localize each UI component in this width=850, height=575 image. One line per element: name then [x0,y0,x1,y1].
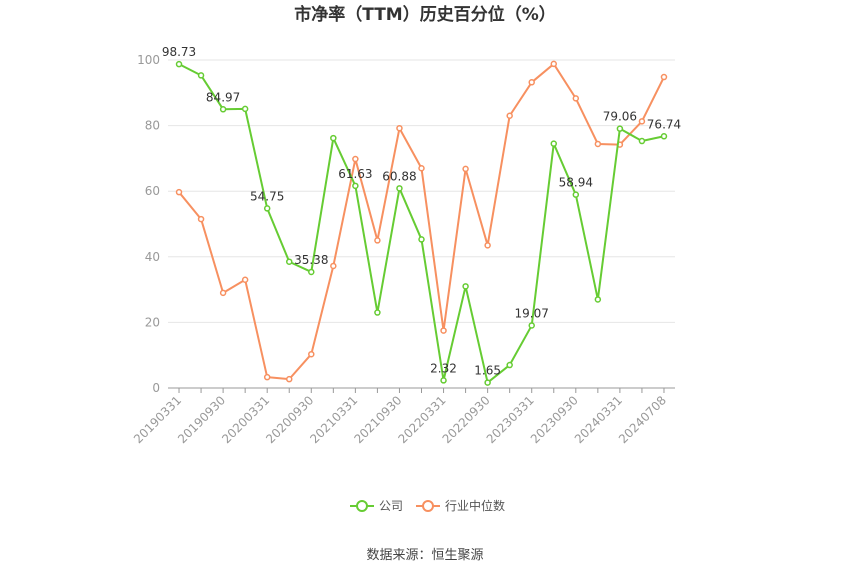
data-point [285,375,293,383]
data-point [263,205,271,212]
data-labels: 98.73 84.97 54.75 35.38 61.63 60.88 2.32 1.65 19… [162,45,681,377]
series-line [178,62,665,381]
data-point [418,164,425,172]
legend-marker [356,500,368,512]
data-point [396,185,403,192]
data-point [572,191,580,198]
data-label: 2.32 [430,361,457,375]
data-point [572,95,580,102]
data-point [440,377,447,384]
data-point [550,60,558,68]
data-point [330,134,337,142]
data-point [638,118,646,125]
y-axis: 0 20 40 60 80 100 [137,53,160,395]
legend-item-company[interactable]: 公司 [350,499,403,513]
data-label: 79.06 [603,110,637,124]
data-point [594,296,602,303]
data-point [308,350,315,358]
data-point [241,105,249,113]
data-point [374,309,381,316]
data-point [219,106,227,113]
legend-label: 行业中位数 [445,498,505,513]
data-point [418,236,425,243]
x-axis: 2019033120190930202003312020093020210331… [131,387,675,446]
data-label: 58.94 [559,176,593,190]
data-point [638,137,646,145]
data-point [330,262,337,270]
data-point [660,73,668,81]
series-line [178,63,665,384]
data-point [285,258,293,265]
data-label: 84.97 [206,90,240,104]
chart-title: 市净率（TTM）历史百分位（%） [294,4,556,25]
series-industry-median [175,60,668,383]
data-point [396,124,403,132]
data-point [352,182,359,190]
data-point [352,155,359,163]
legend-label: 公司 [379,499,403,513]
y-tick-label: 60 [145,184,160,198]
y-tick-label: 20 [145,315,160,329]
data-point [484,242,491,249]
data-label: 19.07 [515,306,549,320]
data-point [219,289,227,297]
data-point [175,188,183,196]
data-label: 76.74 [647,117,681,131]
data-label: 61.63 [338,167,372,181]
data-point [440,327,447,334]
legend-marker [422,500,434,512]
data-point [550,140,558,147]
y-tick-label: 100 [137,53,160,67]
legend-item-industry-median[interactable]: 行业中位数 [416,498,505,513]
series-company [175,60,668,386]
data-point [175,60,183,68]
data-label: 98.73 [162,45,196,59]
legend[interactable]: 公司 行业中位数 [350,498,505,513]
data-point [308,268,315,276]
data-point [197,72,205,79]
data-point [241,276,249,284]
y-tick-label: 80 [145,119,160,133]
data-label: 60.88 [382,169,416,183]
y-tick-label: 40 [145,250,160,264]
data-point [263,373,271,381]
grid [168,59,675,323]
data-point [484,379,491,386]
data-point [506,361,513,369]
data-label: 54.75 [250,189,284,203]
data-point [616,125,624,132]
data-point [197,215,205,223]
data-point [506,112,513,120]
data-point [528,322,535,329]
data-label: 35.38 [294,253,328,267]
data-point [528,79,535,86]
y-tick-label: 0 [152,381,160,395]
data-point [660,133,668,140]
data-point [594,140,602,148]
data-point [462,165,469,173]
series-layer [175,60,668,386]
x-tick-label: 20240708 [616,393,669,446]
data-label: 1.65 [474,364,501,378]
data-point [462,283,469,290]
source-note: 数据来源：恒生聚源 [366,548,483,563]
data-point [374,237,381,244]
